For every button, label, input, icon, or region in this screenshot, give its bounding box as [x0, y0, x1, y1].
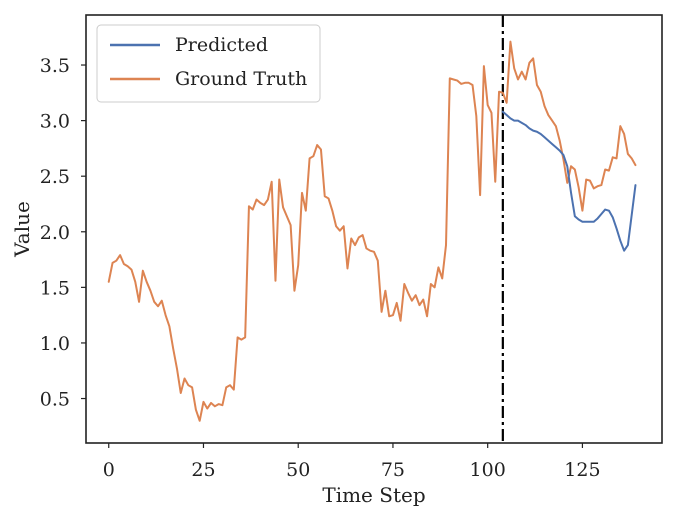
x-tick-label: 25 — [191, 459, 215, 481]
x-tick-label: 100 — [470, 459, 506, 481]
y-axis-label: Value — [10, 201, 34, 258]
series-line-ground-truth — [107, 40, 637, 422]
y-tick-label: 1.5 — [40, 277, 70, 299]
x-tick-label: 50 — [286, 459, 310, 481]
y-tick-label: 1.0 — [40, 333, 70, 355]
legend: Predicted Ground Truth — [96, 24, 321, 103]
y-tick-label: 0.5 — [40, 389, 70, 411]
y-tick-label: 2.5 — [40, 166, 70, 188]
legend-label-predicted: Predicted — [175, 34, 268, 56]
plot-area-frame — [85, 14, 663, 444]
x-tick-label: 0 — [103, 459, 115, 481]
y-tick-label: 3.0 — [40, 111, 70, 133]
x-axis-label: Time Step — [322, 483, 425, 507]
legend-label-ground-truth: Ground Truth — [175, 68, 307, 90]
x-tick-label: 75 — [381, 459, 405, 481]
y-tick-label: 2.0 — [40, 222, 70, 244]
series-line-predicted — [501, 110, 637, 252]
x-tick-label: 125 — [564, 459, 600, 481]
y-tick-label: 3.5 — [40, 55, 70, 77]
